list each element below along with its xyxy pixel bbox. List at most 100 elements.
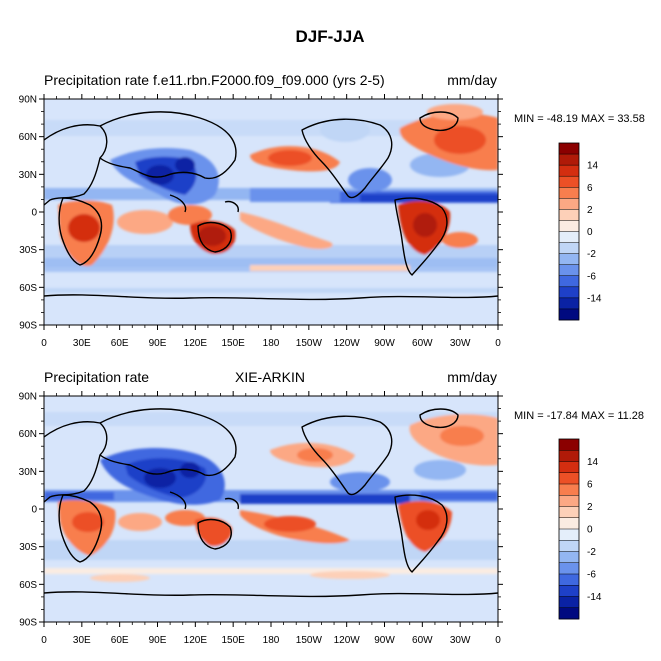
x-tick-label: 180 [263,338,280,349]
colorbar-cell [559,275,579,288]
x-tick-label: 90E [149,338,167,349]
precip-anomaly-contours [44,104,498,293]
colorbar-label: -14 [587,592,602,603]
x-tick-label: 30E [73,635,91,646]
colorbar-cell [559,439,579,451]
colorbar-cell [559,574,579,586]
y-tick-label: 90N [19,392,37,403]
colorbar-cell [559,506,579,519]
x-tick-label: 90E [149,635,167,646]
coastlines [44,408,498,598]
colorbar-cell [559,461,579,474]
colorbar-label: 0 [587,227,593,238]
map-field-model [44,99,498,325]
x-tick-label: 150E [221,635,245,646]
colorbar-cell [559,209,579,221]
panel-model-units: mm/day [447,72,497,88]
x-tick-label: 60W [412,635,433,646]
panel-model-left-title: Precipitation rate f.e11.rbn.F2000.f09_f… [44,72,385,88]
colorbar-label: -6 [587,570,596,581]
colorbar-cell [559,472,579,485]
colorbar-cell [559,264,579,277]
x-tick-label: 150E [221,338,245,349]
y-tick-label: 30S [19,542,37,553]
x-tick-label: 90W [374,338,395,349]
precip-anomaly-contours [44,412,498,582]
colorbar-cell [559,562,579,575]
x-tick-label: 150W [296,338,323,349]
x-tick-label: 30W [450,635,471,646]
x-tick-label: 120E [184,635,208,646]
x-tick-label: 120W [334,635,361,646]
x-tick-label: 0 [495,635,501,646]
colorbar-cell [559,484,579,496]
x-tick-label: 180 [263,635,280,646]
colorbar-cell [559,231,579,243]
colorbar-cell [559,308,579,321]
colorbar-cell [559,286,579,299]
panel-model: Precipitation rate f.e11.rbn.F2000.f09_f… [19,72,645,349]
x-tick-label: 150W [296,635,323,646]
colorbar-cell [559,220,579,232]
y-tick-label: 60N [19,132,37,143]
colorbar-cell [559,143,579,155]
colorbar-cell [559,450,579,462]
y-tick-label: 60N [19,429,37,440]
colorbar-cell [559,596,579,609]
y-tick-label: 90S [19,618,37,629]
colorbar-label: 6 [587,183,593,194]
y-tick-label: 30N [19,467,37,478]
y-tick-label: 0 [31,208,37,219]
colorbar-label: 14 [587,161,599,172]
map-field-obs [44,396,498,622]
colorbar-label: -2 [587,249,596,260]
colorbar-cell [559,495,579,507]
colorbar-cell [559,517,579,530]
panel-obs-stats: MIN = -17.84 MAX = 11.28 [514,410,644,422]
y-tick-label: 60S [19,283,37,294]
colorbar-cell [559,165,579,177]
panel-obs-units: mm/day [447,369,497,385]
figure-title: DJF-JJA [296,27,365,46]
colorbar-obs: 14 6 2 0 -2 -6 -14 [558,438,602,620]
colorbar-label: -14 [587,293,602,304]
x-tick-label: 60W [412,338,433,349]
colorbar-label: 2 [587,205,593,216]
colorbar-label: 0 [587,525,593,536]
axis-ticks-model: 0 30E 60E 90E 120E 150E 180 150W 120W 90W 60W 30W 0 9… [19,94,503,349]
colorbar-label: 14 [587,457,599,468]
colorbar-cell [559,607,579,620]
y-tick-label: 60S [19,580,37,591]
y-tick-label: 30N [19,170,37,181]
y-tick-label: 30S [19,245,37,256]
colorbar-label: -6 [587,271,596,282]
panel-obs-left-title: Precipitation rate [44,369,149,385]
y-tick-label: 90S [19,321,37,332]
x-tick-label: 0 [41,635,47,646]
x-tick-label: 0 [495,338,501,349]
colorbar-cell [559,176,579,188]
y-tick-label: 90N [19,95,37,106]
x-tick-label: 30E [73,338,91,349]
x-tick-label: 90W [374,635,395,646]
colorbar-cell [559,297,579,310]
colorbar-cell [559,529,579,541]
colorbar-cell [559,585,579,597]
y-tick-label: 0 [31,505,37,516]
colorbar-cell [559,187,579,199]
x-tick-label: 120E [184,338,208,349]
x-tick-label: 30W [450,338,471,349]
colorbar-cell [559,198,579,210]
colorbar-cell [559,551,579,564]
axis-ticks-obs: 0 30E 60E 90E 120E 150E 180 150W 120W 90W 60W 30W 09… [19,391,503,646]
x-tick-label: 120W [334,338,361,349]
panel-obs-center-title: XIE-ARKIN [235,369,305,385]
colorbar-label: -2 [587,547,596,558]
colorbar-label: 6 [587,480,593,491]
colorbar-model: 14 6 2 0 -2 -6 -14 [558,142,602,321]
x-tick-label: 60E [111,635,129,646]
colorbar-label: 2 [587,502,593,513]
x-tick-label: 60E [111,338,129,349]
coastlines [44,111,498,301]
